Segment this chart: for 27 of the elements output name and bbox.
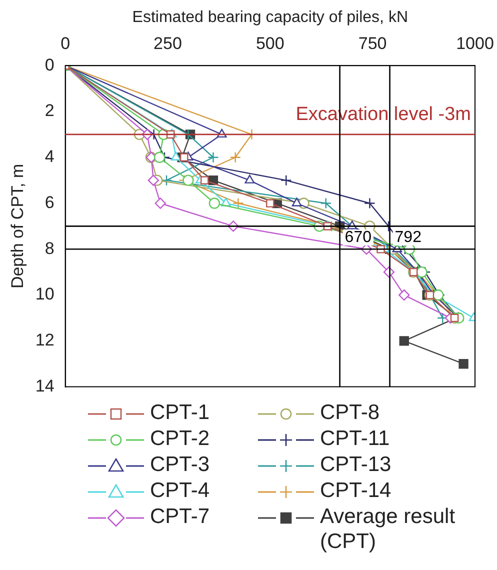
- ref-line-label: 792: [394, 228, 422, 246]
- legend-label: Average result (CPT): [320, 504, 456, 554]
- ref-line-label: 670: [344, 228, 372, 246]
- y-axis-title: Depth of CPT, m: [8, 164, 27, 289]
- legend-label: CPT-7: [150, 504, 210, 529]
- x-tick-label: 0: [60, 34, 70, 54]
- y-tick-label: 0: [44, 55, 54, 74]
- x-tick-label: 1000: [456, 34, 494, 54]
- legend-label: CPT-14: [320, 478, 392, 503]
- legend-label: CPT-1: [150, 400, 210, 425]
- y-tick-label: 6: [44, 192, 54, 212]
- x-tick-label: 750: [358, 34, 387, 54]
- y-tick-label: 12: [35, 330, 54, 350]
- y-tick-label: 10: [35, 284, 54, 304]
- legend-label: CPT-13: [320, 452, 392, 477]
- y-tick-label: 14: [35, 376, 54, 396]
- legend-label: CPT-3: [150, 452, 210, 477]
- x-tick-label: 500: [256, 34, 284, 54]
- legend-label: CPT-11: [320, 426, 390, 451]
- x-tick-label: 250: [154, 34, 182, 54]
- legend-label: CPT-2: [150, 426, 210, 451]
- y-tick-label: 8: [44, 238, 54, 258]
- y-tick-label: 4: [44, 147, 54, 166]
- legend-label: CPT-8: [320, 400, 380, 425]
- y-tick-label: 2: [44, 101, 54, 120]
- x-axis-title: Estimated bearing capacity of piles, kN: [132, 9, 408, 26]
- legend-label: CPT-4: [150, 478, 210, 503]
